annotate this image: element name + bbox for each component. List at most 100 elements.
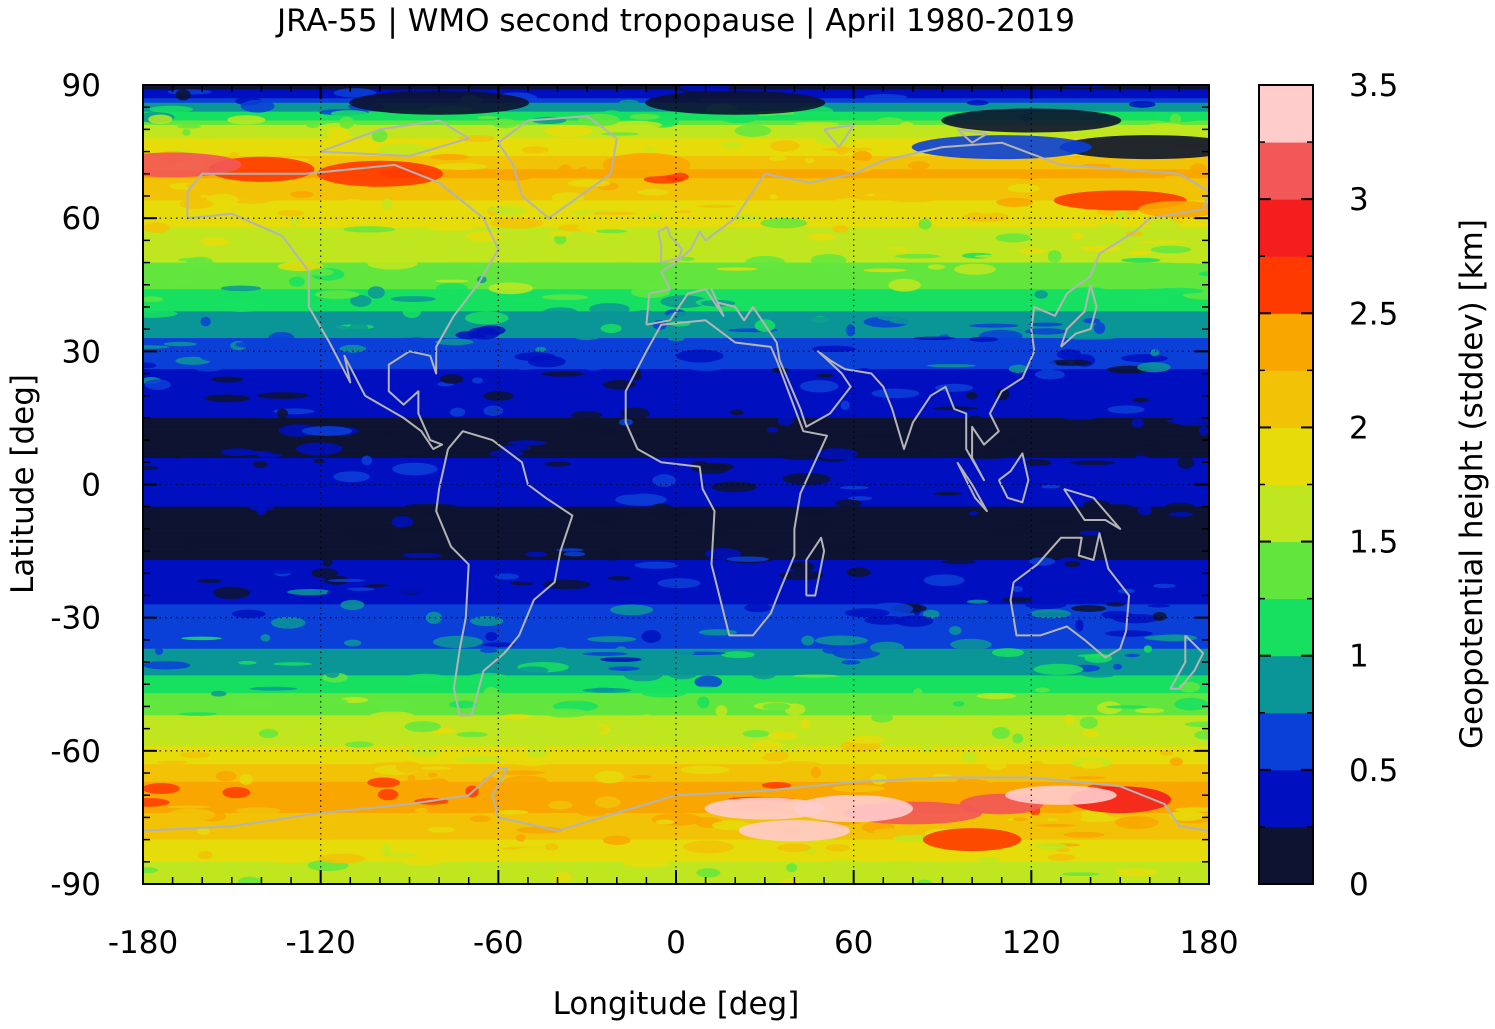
colorbar-swatch: [1259, 598, 1313, 657]
heatmap-band: [143, 741, 1209, 747]
heatmap-cell: [591, 687, 615, 693]
heatmap-cell: [1001, 597, 1034, 603]
heatmap-cell: [814, 635, 868, 646]
heatmap-cell: [333, 471, 370, 483]
heatmap-cell: [1061, 872, 1100, 877]
heatmap-cell: [840, 400, 850, 410]
heatmap-cell: [287, 589, 332, 596]
heatmap-cell: [768, 731, 799, 741]
heatmap-cell: [762, 871, 812, 883]
heatmap-band: [143, 235, 1209, 241]
heatmap-cell: [1171, 414, 1209, 427]
heatmap-band: [143, 360, 1209, 366]
heatmap-cell: [872, 180, 954, 203]
heatmap-band: [143, 426, 1209, 432]
heatmap-cell: [799, 380, 839, 393]
heatmap-cell: [217, 658, 229, 671]
heatmap-cell: [824, 860, 861, 868]
heatmap-cell: [1097, 223, 1122, 229]
heatmap-cell: [1093, 322, 1106, 334]
heatmap-cell: [863, 94, 907, 101]
heatmap-band: [143, 355, 1209, 361]
heatmap-cell: [1128, 851, 1146, 858]
heatmap-cell: [1137, 504, 1152, 516]
heatmap-cell: [503, 775, 549, 788]
heatmap-cell: [220, 285, 262, 292]
heatmap-cell: [991, 648, 1025, 657]
heatmap-cell: [326, 127, 350, 139]
heatmap-cell: [1084, 653, 1113, 663]
heatmap-cell: [876, 584, 886, 593]
heatmap-cell: [483, 405, 504, 416]
heatmap-cell: [1112, 663, 1123, 670]
heatmap-band: [143, 329, 1209, 335]
heatmap-cell: [1005, 785, 1117, 805]
y-axis: 90 60 30 0 -30 -60 -90: [50, 68, 1209, 903]
heatmap-cell: [548, 800, 573, 810]
heatmap-cell: [1070, 460, 1116, 466]
heatmap-cell: [515, 475, 561, 484]
heatmap-band: [143, 151, 1209, 157]
heatmap-cell: [1199, 271, 1209, 277]
heatmap-cell: [780, 760, 821, 767]
heatmap-cell: [558, 164, 572, 176]
heatmap-cell: [295, 442, 343, 456]
heatmap-cell: [226, 194, 275, 204]
heatmap-cell: [1053, 156, 1093, 165]
heatmap-band: [143, 373, 1209, 379]
heatmap-cell: [986, 760, 1007, 770]
heatmap-cell: [743, 237, 795, 251]
heatmap-cell: [848, 496, 873, 501]
heatmap-cell: [1159, 258, 1206, 264]
heatmap-cell: [846, 324, 856, 337]
heatmap-cell: [511, 754, 553, 767]
heatmap-band: [143, 227, 1209, 233]
heatmap-cell: [200, 237, 231, 246]
heatmap-cell: [427, 778, 451, 792]
heatmap-cell: [1037, 360, 1057, 372]
heatmap-cell: [235, 807, 281, 815]
heatmap-cell: [551, 647, 570, 657]
heatmap-cell: [1011, 586, 1024, 592]
heatmap-band: [143, 417, 1209, 423]
heatmap-cell: [357, 571, 375, 580]
heatmap-cell: [469, 844, 505, 851]
heatmap-cell: [734, 124, 772, 137]
heatmap-cell: [961, 751, 978, 763]
heatmap-cell: [794, 794, 914, 823]
heatmap-cell: [1148, 218, 1180, 230]
heatmap-cell: [340, 599, 365, 610]
heatmap-cell: [294, 866, 304, 876]
heatmap-cell: [697, 204, 737, 209]
heatmap-cell: [542, 579, 591, 590]
heatmap-cell: [260, 634, 271, 642]
heatmap-cell: [476, 325, 506, 336]
heatmap-cell: [922, 828, 1022, 852]
heatmap-cell: [367, 257, 418, 270]
heatmap-cell: [581, 512, 627, 524]
heatmap-cell: [617, 252, 627, 261]
heatmap-cell: [455, 330, 483, 340]
heatmap-cell: [983, 92, 1036, 98]
heatmap-cell: [392, 462, 438, 476]
heatmap-band: [143, 755, 1209, 761]
heatmap-band: [143, 284, 1209, 290]
heatmap-cell: [1177, 456, 1195, 469]
heatmap-cell: [339, 116, 355, 129]
heatmap-cell: [745, 255, 785, 268]
heatmap-cell: [1159, 750, 1173, 756]
heatmap-cell: [211, 376, 244, 383]
heatmap-cell: [977, 856, 1000, 863]
heatmap-cell: [694, 675, 723, 689]
heatmap-cell: [211, 690, 227, 697]
heatmap-cell: [146, 407, 181, 415]
heatmap-cell: [427, 826, 455, 833]
heatmap-cell: [1031, 760, 1044, 771]
heatmap-cell: [204, 394, 250, 403]
heatmap-band: [143, 471, 1209, 477]
heatmap-cell: [1029, 557, 1056, 566]
heatmap-cell: [350, 295, 372, 307]
heatmap-cell: [1180, 874, 1205, 884]
heatmap-cell: [822, 147, 873, 152]
